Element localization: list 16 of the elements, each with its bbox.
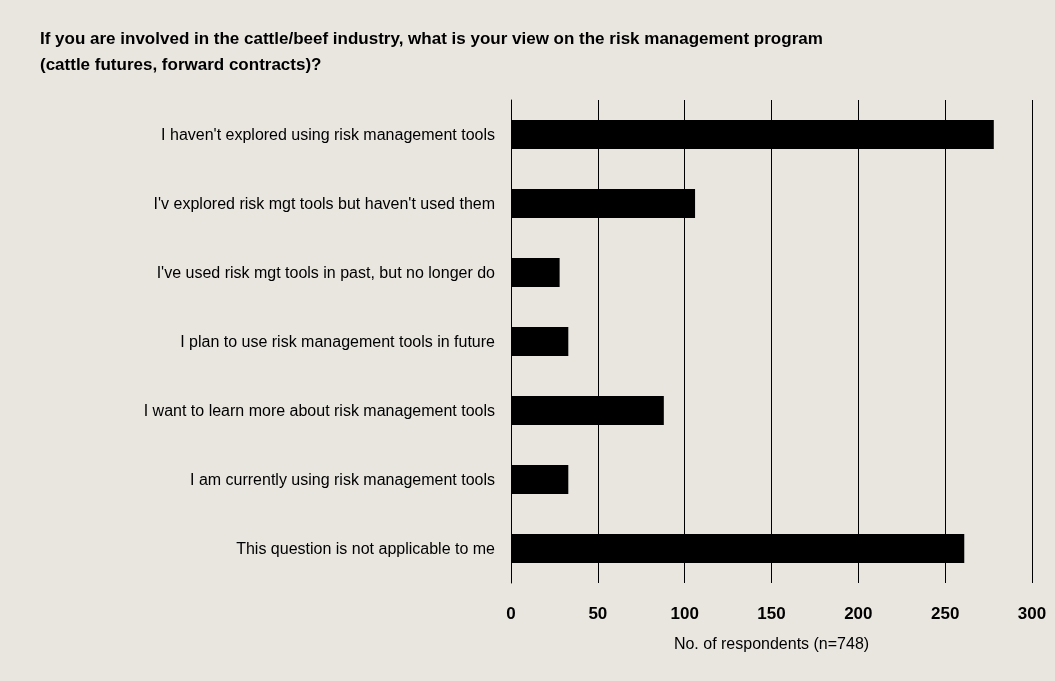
- x-tick-label: 250: [930, 604, 960, 623]
- chart-title: If you are involved in the cattle/beef industry, what is your view on the risk management program (cattle futures, forward contracts)?: [40, 28, 828, 74]
- x-tick-label: 150: [757, 604, 786, 623]
- x-axis-title: No. of respondents (n=748): [673, 634, 870, 652]
- y-tick-label: I've used risk mgt tools in past, but no longer do: [156, 264, 496, 281]
- y-tick-label: I haven't explored using risk management tools: [161, 126, 495, 143]
- y-tick-label: I'v explored risk mgt tools but haven't used them: [153, 195, 495, 212]
- y-tick-label: I am currently using risk management tools: [189, 471, 495, 488]
- y-tick-label: I want to learn more about risk management tools: [143, 402, 495, 419]
- x-tick-label: 0: [506, 604, 516, 623]
- x-tick-label: 50: [588, 604, 608, 623]
- x-tick-label: 100: [670, 604, 699, 623]
- y-tick-label: This question is not applicable to me: [236, 540, 496, 557]
- y-tick-label: I plan to use risk management tools in future: [180, 333, 496, 350]
- x-tick-label: 300: [1017, 604, 1047, 623]
- x-tick-label: 200: [844, 604, 873, 623]
